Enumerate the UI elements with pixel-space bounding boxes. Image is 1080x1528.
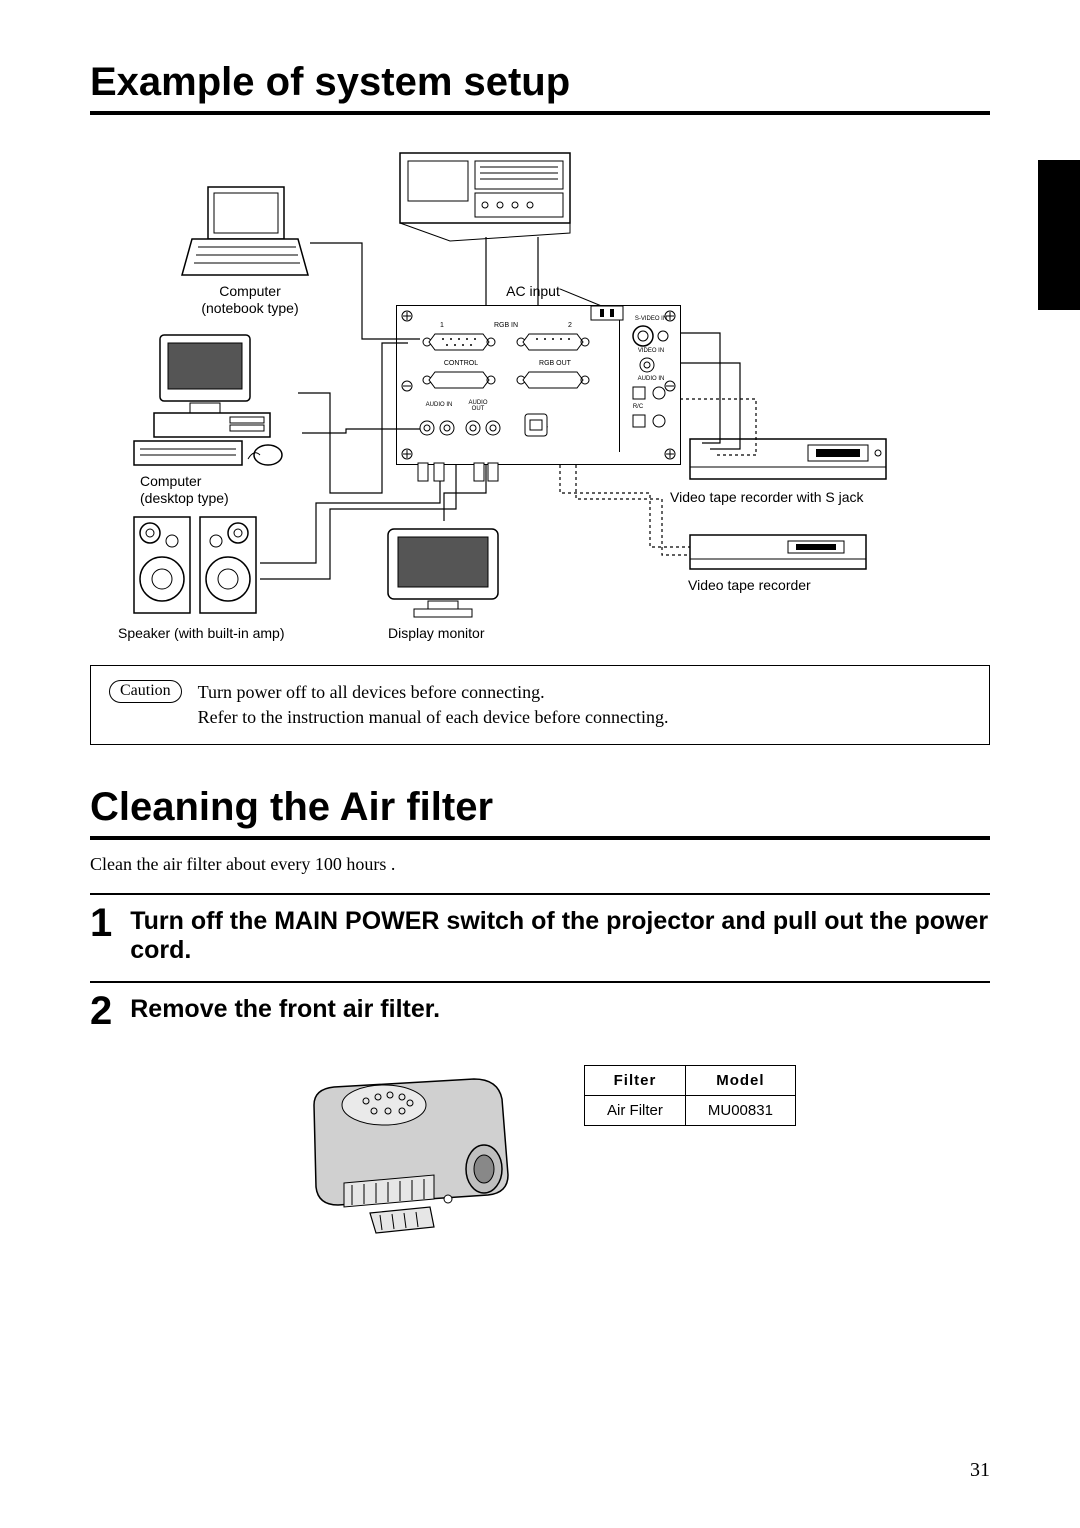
filter-table: Filter Model Air Filter MU00831 — [584, 1065, 796, 1126]
caution-text: Turn power off to all devices before con… — [198, 680, 669, 730]
step-2-content-row: Filter Model Air Filter MU00831 — [90, 1065, 990, 1235]
connection-wires — [90, 133, 910, 653]
filter-col-header: Filter — [585, 1065, 686, 1095]
caution-pill: Caution — [109, 680, 182, 703]
model-col-header: Model — [685, 1065, 795, 1095]
table-row: Filter Model — [585, 1065, 796, 1095]
caution-line-2: Refer to the instruction manual of each … — [198, 705, 669, 730]
filter-cell: Air Filter — [585, 1095, 686, 1125]
step-2-number: 2 — [90, 991, 112, 1031]
page-number: 31 — [970, 1459, 990, 1482]
step-1: 1 Turn off the MAIN POWER switch of the … — [90, 895, 990, 983]
step-1-text: Turn off the MAIN POWER switch of the pr… — [130, 903, 990, 965]
section-heading-cleaning: Cleaning the Air filter — [90, 785, 990, 840]
page-edge-tab — [1038, 160, 1080, 310]
step-2-text: Remove the front air filter. — [130, 991, 440, 1024]
caution-box: Caution Turn power off to all devices be… — [90, 665, 990, 745]
model-cell: MU00831 — [685, 1095, 795, 1125]
step-1-number: 1 — [90, 903, 112, 943]
projector-filter-illustration — [284, 1065, 524, 1235]
system-setup-diagram: Computer (notebook type) Computer (deskt… — [90, 133, 990, 653]
caution-line-1: Turn power off to all devices before con… — [198, 680, 669, 705]
cleaning-intro: Clean the air filter about every 100 hou… — [90, 854, 990, 875]
section-heading-example-setup: Example of system setup — [90, 60, 990, 115]
step-2: 2 Remove the front air filter. — [90, 983, 990, 1047]
table-row: Air Filter MU00831 — [585, 1095, 796, 1125]
